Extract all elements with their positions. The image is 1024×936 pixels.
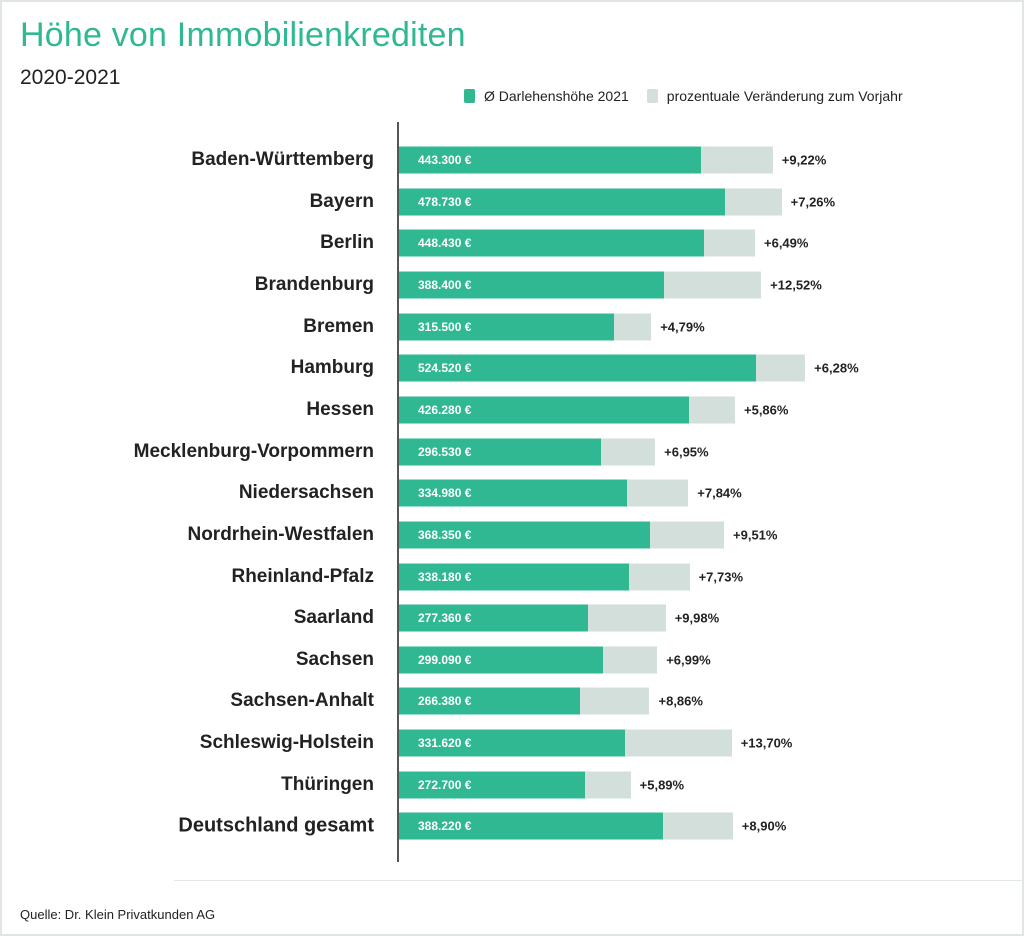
bar-loan-amount bbox=[399, 563, 630, 590]
percent-label: +5,86% bbox=[744, 402, 789, 418]
value-label: 478.730 € bbox=[418, 194, 472, 209]
category-label: Deutschland gesamt bbox=[178, 814, 374, 837]
category-label: Bayern bbox=[309, 190, 374, 212]
bar-percent-change bbox=[663, 271, 762, 299]
value-label: 388.220 € bbox=[418, 819, 472, 834]
bar-loan-amount bbox=[399, 687, 581, 715]
bar-loan-amount bbox=[399, 604, 588, 632]
bar-percent-change bbox=[649, 521, 725, 549]
percent-label: +9,51% bbox=[733, 527, 778, 543]
bar-percent-change bbox=[689, 396, 735, 424]
category-label: Nordrhein-Westfalen bbox=[187, 523, 374, 545]
bar-loan-amount bbox=[399, 188, 725, 216]
percent-label: +6,28% bbox=[814, 360, 859, 376]
bar-loan-amount bbox=[399, 479, 628, 507]
category-label: Berlin bbox=[320, 232, 374, 254]
percent-label: +7,73% bbox=[698, 569, 744, 584]
value-label: 266.380 € bbox=[418, 694, 472, 709]
category-label: Baden-Württemberg bbox=[191, 149, 374, 170]
bar-loan-amount bbox=[399, 438, 601, 466]
value-label: 334.980 € bbox=[418, 486, 472, 501]
value-label: 272.700 € bbox=[418, 777, 472, 792]
bar-percent-change bbox=[587, 604, 666, 632]
percent-label: +12,52% bbox=[770, 277, 822, 293]
chart-subtitle: 2020-2021 bbox=[20, 66, 121, 89]
legend-item-loan: Ø Darlehenshöhe 2021 bbox=[464, 88, 629, 104]
value-label: 443.300 € bbox=[418, 153, 472, 167]
category-label: Hessen bbox=[306, 398, 374, 420]
bar-percent-change bbox=[663, 812, 733, 840]
percent-label: +8,90% bbox=[741, 818, 787, 834]
bar-loan-amount bbox=[399, 646, 603, 674]
source-note: Quelle: Dr. Klein Privatkunden AG bbox=[20, 907, 216, 922]
legend-swatch-grey bbox=[646, 89, 658, 103]
bar-percent-change bbox=[725, 188, 782, 216]
legend-item-change: prozentuale Veränderung zum Vorjahr bbox=[646, 88, 903, 104]
value-label: 426.280 € bbox=[418, 402, 472, 417]
footer-divider bbox=[174, 880, 1022, 881]
bar-percent-change bbox=[624, 729, 732, 757]
bar-loan-amount bbox=[399, 229, 705, 257]
bar-percent-change bbox=[580, 687, 650, 715]
category-label: Sachsen-Anhalt bbox=[230, 690, 374, 712]
value-label: 368.350 € bbox=[418, 527, 472, 542]
value-label: 296.530 € bbox=[418, 444, 472, 459]
bar-percent-change bbox=[584, 771, 631, 799]
bar-percent-change bbox=[756, 354, 806, 382]
category-label: Sachsen bbox=[295, 648, 374, 670]
category-label: Saarland bbox=[293, 607, 374, 629]
bar-loan-amount bbox=[399, 271, 664, 299]
bar-loan-amount bbox=[399, 729, 625, 757]
value-label: 315.500 € bbox=[418, 319, 472, 334]
percent-label: +9,22% bbox=[781, 152, 827, 168]
value-label: 277.360 € bbox=[418, 611, 472, 626]
percent-label: +5,89% bbox=[639, 777, 685, 793]
bar-percent-change bbox=[629, 563, 690, 590]
bar-percent-change bbox=[700, 146, 773, 174]
percent-label: +6,95% bbox=[664, 444, 709, 460]
percent-label: +6,49% bbox=[764, 235, 809, 251]
value-label: 524.520 € bbox=[418, 361, 472, 376]
legend-label: prozentuale Veränderung zum Vorjahr bbox=[666, 88, 903, 104]
category-label: Niedersachsen bbox=[238, 482, 374, 504]
bar-loan-amount bbox=[399, 146, 701, 174]
bar-loan-amount bbox=[399, 812, 664, 840]
value-label: 331.620 € bbox=[418, 736, 472, 751]
percent-label: +8,86% bbox=[658, 693, 703, 709]
category-label: Mecklenburg-Vorpommern bbox=[133, 440, 374, 462]
legend-swatch-green bbox=[464, 89, 475, 103]
bar-loan-amount bbox=[399, 771, 585, 799]
value-label: 299.090 € bbox=[418, 652, 472, 667]
percent-label: +13,70% bbox=[740, 735, 793, 751]
category-label: Brandenburg bbox=[254, 273, 374, 295]
bar-loan-amount bbox=[399, 354, 757, 382]
category-label: Hamburg bbox=[290, 357, 374, 379]
category-label: Thüringen bbox=[281, 773, 374, 795]
percent-label: +7,26% bbox=[790, 194, 836, 210]
bar-loan-amount bbox=[399, 313, 614, 341]
legend-label: Ø Darlehenshöhe 2021 bbox=[484, 88, 629, 104]
bar-percent-change bbox=[704, 229, 755, 257]
category-label: Schleswig-Holstein bbox=[199, 732, 374, 754]
value-label: 338.180 € bbox=[418, 569, 472, 584]
bar-percent-change bbox=[602, 646, 658, 674]
category-label: Rheinland-Pfalz bbox=[231, 565, 374, 587]
y-axis-line bbox=[397, 122, 399, 862]
bar-percent-change bbox=[627, 479, 689, 507]
category-label: Bremen bbox=[303, 315, 374, 337]
bar-percent-change bbox=[600, 438, 656, 466]
chart-title: Höhe von Immobilienkrediten bbox=[20, 16, 466, 54]
percent-label: +4,79% bbox=[660, 319, 705, 335]
percent-label: +6,99% bbox=[666, 652, 711, 668]
percent-label: +9,98% bbox=[674, 610, 720, 626]
value-label: 388.400 € bbox=[418, 277, 472, 292]
value-label: 448.430 € bbox=[418, 236, 472, 251]
legend: Ø Darlehenshöhe 2021 prozentuale Verände… bbox=[464, 88, 921, 104]
percent-label: +7,84% bbox=[697, 485, 742, 501]
bar-loan-amount bbox=[399, 521, 650, 549]
bar-loan-amount bbox=[399, 396, 690, 424]
bar-percent-change bbox=[613, 313, 652, 341]
